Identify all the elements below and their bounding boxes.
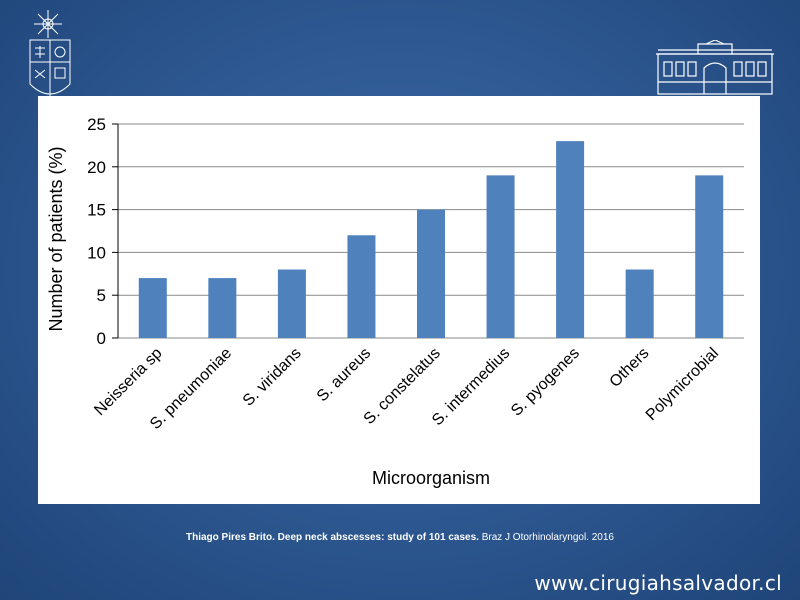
bar-s-intermedius	[486, 175, 515, 338]
bar-s-viridans	[277, 269, 306, 338]
citation-journal: Braz J Otorhinolaryngol. 2016	[481, 532, 614, 543]
chart-panel: 0 5 10 15 20 25 Neisseria sp S. pneumoniae S. vi…	[38, 96, 760, 504]
citation-title: Thiago Pires Brito. Deep neck abscesses:…	[186, 532, 479, 543]
x-tick-label: Polymicrobial	[643, 345, 722, 424]
x-tick-label: Others	[607, 345, 653, 391]
bar-neisseria-sp	[138, 278, 167, 338]
y-tick-label: 25	[87, 115, 106, 134]
y-axis-label: Number of patients (%)	[46, 146, 66, 331]
bar-polymicrobial	[695, 175, 724, 338]
y-tick-label: 5	[97, 286, 106, 305]
bar-s-pyogenes	[556, 141, 585, 338]
y-tick-label: 20	[87, 158, 106, 177]
y-tick-label: 10	[87, 243, 106, 262]
x-tick-label: S. pyogenes	[508, 345, 583, 420]
x-axis-label: Microorganism	[372, 468, 490, 488]
citation: Thiago Pires Brito. Deep neck abscesses:…	[0, 532, 800, 543]
university-crest-icon	[26, 8, 78, 106]
x-tick-label: Neisseria sp	[91, 345, 165, 419]
y-tick-label: 15	[87, 201, 106, 220]
bar-s-pneumoniae	[208, 278, 237, 338]
website-url[interactable]: www.cirugiahsalvador.cl	[534, 571, 782, 595]
bar-others	[625, 269, 654, 338]
x-tick-label: S. aureus	[314, 345, 374, 405]
bar-s-aureus	[347, 235, 376, 338]
hospital-building-icon	[654, 39, 776, 96]
bar-s-constelatus	[417, 209, 445, 338]
y-tick-label: 0	[97, 329, 106, 348]
x-tick-label: S. viridans	[240, 345, 305, 410]
